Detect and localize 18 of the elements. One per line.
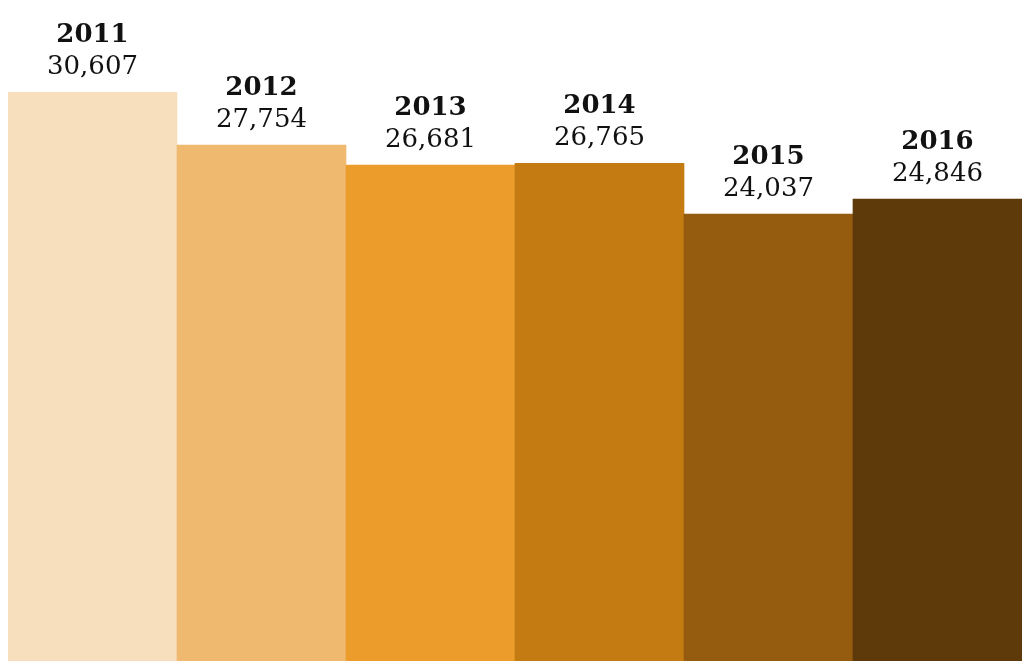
- bar: [176, 144, 347, 661]
- bar: [514, 163, 685, 661]
- x-tick-label: 2012: [225, 70, 298, 101]
- data-label: 30,607: [47, 49, 138, 80]
- bar: [683, 213, 854, 661]
- data-label: 26,681: [385, 122, 476, 153]
- x-tick-label: 2011: [56, 17, 129, 48]
- x-tick-label: 2015: [732, 139, 805, 170]
- bar: [852, 198, 1022, 661]
- data-label: 27,754: [216, 102, 307, 133]
- bar: [345, 164, 516, 661]
- bar: [8, 92, 178, 661]
- x-tick-label: 2013: [394, 90, 467, 121]
- x-tick-label: 2016: [901, 124, 974, 155]
- data-label: 26,765: [554, 121, 645, 152]
- data-label: 24,037: [723, 171, 814, 202]
- data-label: 24,846: [892, 156, 983, 187]
- x-tick-label: 2014: [563, 89, 636, 120]
